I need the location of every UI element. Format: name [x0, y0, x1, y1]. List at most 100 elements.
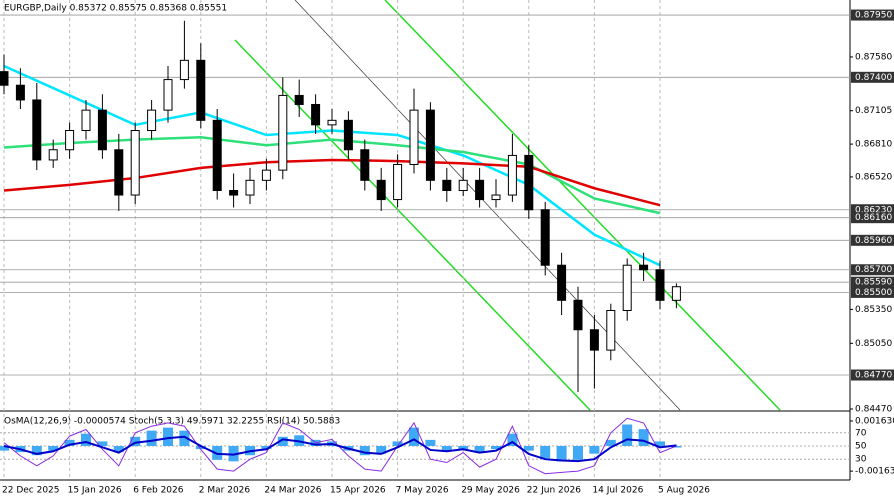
- level-label-box: [851, 264, 894, 276]
- candle-body: [311, 103, 321, 126]
- osma-bar: [0, 446, 9, 451]
- candle-body: [409, 109, 419, 165]
- candle-body: [589, 329, 599, 351]
- moving-average: [3, 158, 661, 207]
- candle-body: [65, 130, 75, 151]
- candle-body: [606, 309, 616, 351]
- y-tick-label: 0.84470: [855, 404, 892, 414]
- osma-bar: [605, 439, 616, 446]
- osma-bar: [146, 430, 157, 446]
- y-tick-label: 0.86520: [855, 172, 892, 182]
- x-tick-label: 7 May 2026: [396, 486, 449, 496]
- osma-bar: [491, 446, 501, 450]
- osma-bar: [392, 441, 403, 446]
- candle-body: [639, 264, 649, 271]
- candle-body: [130, 130, 140, 196]
- candle-body: [147, 109, 157, 132]
- osma-bar: [409, 427, 419, 446]
- osma-bar: [507, 433, 518, 446]
- osma-bar: [655, 441, 665, 446]
- candle-body: [393, 163, 403, 201]
- level-label: 0.86160: [855, 213, 892, 223]
- y2-tick-label: 0.001630: [855, 416, 894, 426]
- osma-bar: [638, 429, 649, 446]
- channel-mid: [294, 0, 681, 411]
- candle-body: [261, 169, 271, 181]
- osma-bar: [64, 439, 75, 446]
- level-label: 0.84770: [855, 371, 892, 381]
- candle-body: [245, 179, 255, 196]
- osma-bar: [474, 446, 485, 453]
- osma-bar: [376, 446, 387, 454]
- candle-body: [573, 299, 583, 331]
- y-tick-label: 0.87105: [855, 106, 892, 116]
- osma-bar: [130, 436, 141, 446]
- candle-body: [212, 119, 222, 192]
- candle-body: [360, 149, 370, 181]
- y-tick-label: 0.86810: [855, 140, 892, 150]
- level-label-box: [851, 9, 894, 21]
- candle-body: [671, 286, 681, 301]
- level-label: 0.87400: [855, 73, 892, 83]
- osma-bar: [441, 446, 452, 451]
- x-tick-label: 15 Jan 2026: [68, 486, 122, 496]
- rsi-line: [3, 435, 677, 463]
- y2-tick-label: -0.001637: [855, 467, 894, 477]
- y-tick-label: 70: [855, 428, 867, 438]
- x-tick-label: 22 Jun 2026: [527, 486, 581, 496]
- level-label: 0.86230: [855, 205, 892, 215]
- osma-bar: [458, 446, 469, 450]
- candle-body: [179, 59, 189, 81]
- level-label-box: [851, 204, 894, 216]
- candle-body: [196, 59, 206, 121]
- candle-body: [557, 264, 567, 301]
- candle-body: [425, 109, 435, 181]
- osma-bar: [48, 446, 59, 451]
- channels: [234, 0, 781, 411]
- level-label: 0.87950: [855, 11, 892, 21]
- osma-bar: [261, 446, 272, 450]
- level-label-box: [851, 369, 894, 381]
- osma-bar: [671, 446, 682, 448]
- candle-body: [655, 269, 665, 301]
- candle-body: [294, 94, 304, 105]
- osma-bar: [540, 446, 551, 459]
- candle-body: [622, 264, 632, 311]
- y-tick-label: 30: [855, 455, 867, 465]
- candle-body: [0, 71, 9, 86]
- y-tick-label: 0.87580: [855, 52, 892, 62]
- y-tick-label: 0.85050: [855, 339, 892, 349]
- osma-bar: [31, 446, 42, 456]
- x-tick-label: 22 Dec 2025: [2, 486, 60, 496]
- candle-body: [507, 154, 517, 196]
- osma-bar: [97, 441, 108, 446]
- candle-body: [163, 79, 173, 111]
- candle-body: [458, 179, 468, 192]
- osma-bar: [163, 427, 173, 446]
- candle-body: [442, 179, 452, 192]
- candle-body: [15, 84, 25, 101]
- x-tick-label: 15 Apr 2026: [330, 486, 386, 496]
- x-tick-label: 24 Mar 2026: [264, 486, 321, 496]
- level-label-box: [851, 286, 894, 298]
- candle-body: [278, 94, 288, 171]
- channel-line: [384, 0, 781, 411]
- candle-body: [540, 209, 550, 266]
- indicator-title: OsMA(12,26,9) -0.0000574 Stoch(5,3,3) 49…: [4, 417, 340, 427]
- osma-bar: [359, 446, 370, 456]
- level-label-box: [851, 71, 894, 83]
- level-label: 0.85500: [855, 288, 892, 298]
- osma-bar: [179, 430, 190, 446]
- osma-bar: [573, 446, 583, 460]
- level-label: 0.85590: [855, 278, 892, 288]
- moving-average: [3, 136, 661, 215]
- x-tick-label: 2 Mar 2026: [199, 486, 251, 496]
- osma-bar: [81, 433, 91, 446]
- stoch-line: [3, 417, 677, 475]
- candle-body: [114, 149, 124, 196]
- candle-body: [229, 190, 239, 196]
- candle-body: [81, 109, 91, 132]
- candle-body: [327, 119, 337, 126]
- chart-title: EURGBP,Daily 0.85372 0.85575 0.85368 0.8…: [4, 4, 227, 14]
